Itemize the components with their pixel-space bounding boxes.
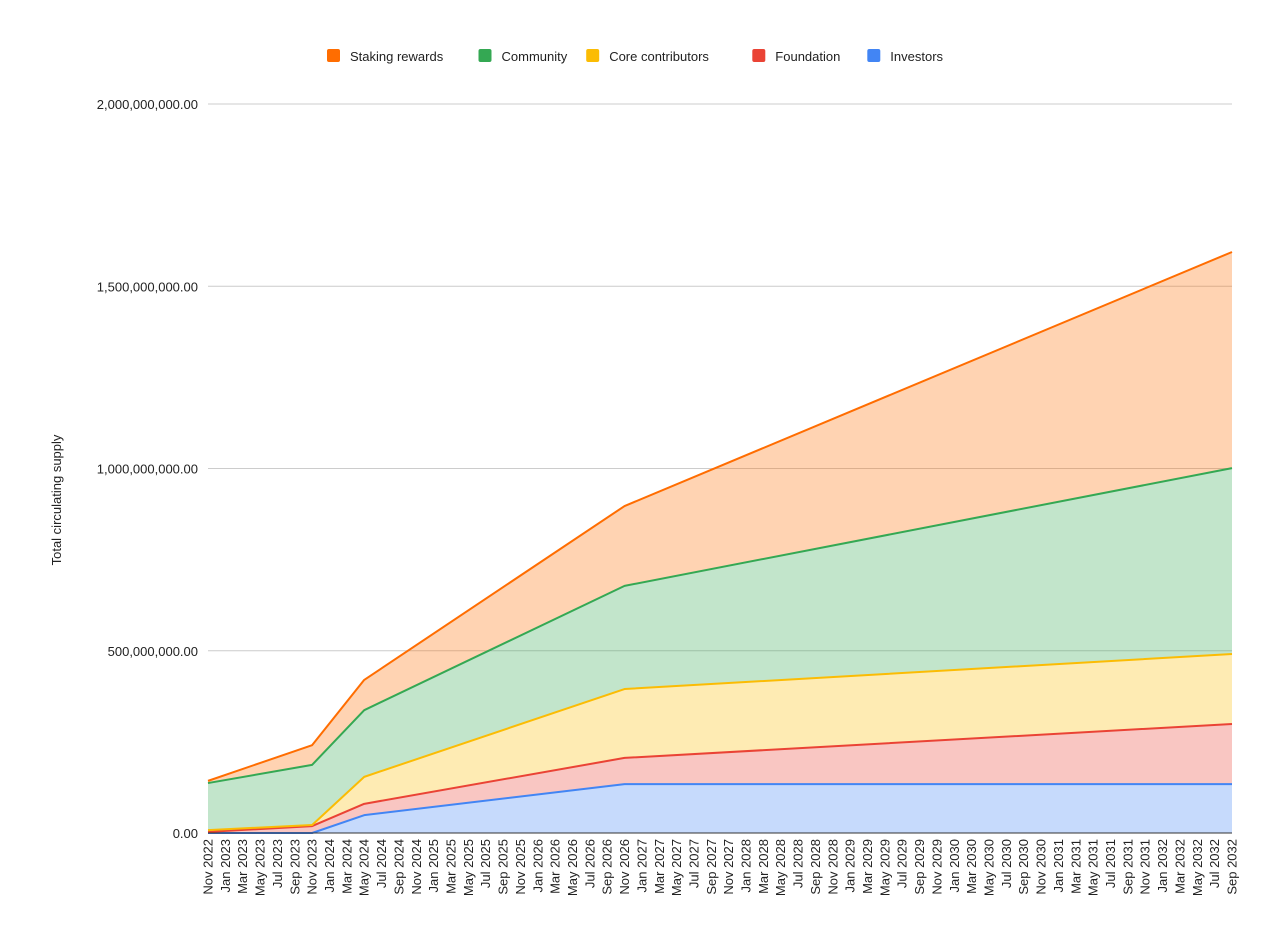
- x-tick-label: Sep 2030: [1016, 839, 1031, 895]
- x-tick-label: May 2031: [1086, 839, 1101, 896]
- x-tick-label: Jul 2031: [1103, 839, 1118, 888]
- legend-swatch: [478, 49, 492, 62]
- x-tick-label: Mar 2025: [443, 839, 458, 894]
- x-tick-label: Nov 2025: [513, 839, 528, 895]
- x-tick-label: Nov 2029: [929, 839, 944, 895]
- y-tick-label: 0.00: [173, 826, 198, 841]
- x-tick-label: Jan 2025: [426, 839, 441, 893]
- x-tick-label: Sep 2025: [496, 839, 511, 895]
- x-tick-label: Jul 2025: [478, 839, 493, 888]
- x-tick-label: Jul 2026: [582, 839, 597, 888]
- legend-label: Investors: [890, 49, 943, 64]
- x-tick-label: Mar 2023: [235, 839, 250, 894]
- legend-swatch: [586, 49, 600, 62]
- x-tick-label: Jan 2029: [843, 839, 858, 893]
- x-tick-label: May 2023: [253, 839, 268, 896]
- area-community: [208, 468, 1232, 831]
- x-tick-label: May 2024: [357, 839, 372, 896]
- legend-swatch: [867, 49, 881, 62]
- x-tick-label: Sep 2027: [704, 839, 719, 895]
- y-tick-label: 500,000,000.00: [108, 644, 198, 659]
- legend-label: Community: [502, 49, 568, 64]
- y-tick-label: 1,000,000,000.00: [97, 462, 198, 477]
- area-investors: [208, 784, 1232, 833]
- x-tick-label: Jul 2032: [1207, 839, 1222, 888]
- x-tick-label: Mar 2027: [652, 839, 667, 894]
- area-core-contributors: [208, 654, 1232, 832]
- x-tick-label: Nov 2026: [617, 839, 632, 895]
- x-tick-label: Sep 2023: [287, 839, 302, 895]
- y-axis-title: Total circulating supply: [49, 434, 64, 565]
- x-tick-label: Mar 2029: [860, 839, 875, 894]
- areas: [208, 251, 1232, 833]
- x-tick-label: Nov 2023: [305, 839, 320, 895]
- x-tick-label: Nov 2027: [721, 839, 736, 895]
- x-tick-label: Mar 2032: [1172, 839, 1187, 894]
- x-tick-label: Jan 2026: [530, 839, 545, 893]
- x-tick-label: May 2025: [461, 839, 476, 896]
- x-tick-label: May 2030: [982, 839, 997, 896]
- x-tick-label: Sep 2032: [1225, 839, 1240, 895]
- legend-label: Staking rewards: [350, 49, 444, 64]
- x-tick-label: May 2032: [1190, 839, 1205, 896]
- x-tick-label: Sep 2024: [391, 839, 406, 895]
- x-tick-label: Jul 2027: [686, 839, 701, 888]
- x-tick-label: Jan 2030: [947, 839, 962, 893]
- x-tick-label: Sep 2028: [808, 839, 823, 895]
- y-axis-tick-labels: 0.00 500,000,000.00 1,000,000,000.00 1,500,…: [97, 97, 198, 841]
- legend-item-investors[interactable]: Investors: [867, 49, 944, 64]
- x-tick-label: May 2029: [877, 839, 892, 896]
- x-tick-label: Nov 2031: [1138, 839, 1153, 895]
- x-tick-label: Jul 2029: [895, 839, 910, 888]
- x-tick-label: Mar 2030: [964, 839, 979, 894]
- legend-label: Foundation: [775, 49, 840, 64]
- x-tick-label: Mar 2031: [1068, 839, 1083, 894]
- x-tick-label: Nov 2022: [201, 839, 216, 895]
- legend-item-staking-rewards[interactable]: Staking rewards: [327, 49, 444, 64]
- legend-label: Core contributors: [609, 49, 709, 64]
- x-tick-label: Sep 2026: [600, 839, 615, 895]
- legend-item-core-contributors[interactable]: Core contributors: [586, 49, 709, 64]
- legend-swatch: [327, 49, 340, 62]
- x-axis-tick-labels: Nov 2022 Jan 2023 Mar 2023 May 2023 Jul 2023…: [201, 839, 1240, 896]
- x-tick-label: Jan 2032: [1155, 839, 1170, 893]
- y-tick-label: 2,000,000,000.00: [97, 97, 198, 112]
- line-foundation: [207, 723, 1233, 833]
- line-community: [207, 467, 1233, 785]
- x-tick-label: Sep 2031: [1120, 839, 1135, 895]
- x-tick-label: Jan 2023: [218, 839, 233, 893]
- x-tick-label: Jan 2031: [1051, 839, 1066, 893]
- x-tick-label: Jul 2024: [374, 839, 389, 888]
- x-tick-label: May 2027: [669, 839, 684, 896]
- legend: Staking rewards Community Core contributor…: [327, 49, 944, 64]
- x-tick-label: Mar 2028: [756, 839, 771, 894]
- x-tick-label: Sep 2029: [912, 839, 927, 895]
- x-tick-label: Jan 2028: [739, 839, 754, 893]
- x-tick-label: Jul 2023: [270, 839, 285, 888]
- x-tick-label: Nov 2028: [825, 839, 840, 895]
- legend-swatch: [752, 49, 766, 62]
- x-tick-label: Jul 2030: [999, 839, 1014, 888]
- area-foundation: [208, 724, 1232, 833]
- x-tick-label: May 2026: [565, 839, 580, 896]
- x-tick-label: Mar 2024: [339, 839, 354, 894]
- x-tick-label: Jan 2024: [322, 839, 337, 893]
- legend-item-community[interactable]: Community: [478, 49, 568, 64]
- x-tick-label: Nov 2024: [409, 839, 424, 895]
- x-tick-label: Nov 2030: [1034, 839, 1049, 895]
- line-core-contributors: [207, 653, 1233, 832]
- line-staking-rewards: [207, 251, 1233, 782]
- gridlines: [208, 103, 1232, 652]
- x-tick-label: Jan 2027: [634, 839, 649, 893]
- legend-item-foundation[interactable]: Foundation: [752, 49, 840, 64]
- area-staking-rewards: [208, 251, 1232, 784]
- x-tick-label: May 2028: [773, 839, 788, 896]
- y-tick-label: 1,500,000,000.00: [97, 279, 198, 294]
- x-tick-label: Jul 2028: [791, 839, 806, 888]
- x-tick-label: Mar 2026: [548, 839, 563, 894]
